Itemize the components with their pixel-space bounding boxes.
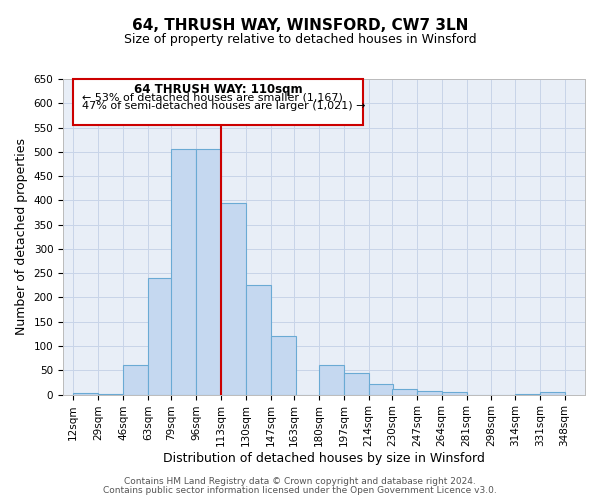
Bar bbox=[246, 286, 271, 395]
Bar bbox=[196, 150, 221, 394]
Bar bbox=[319, 366, 344, 394]
Bar bbox=[271, 336, 296, 394]
Text: Contains HM Land Registry data © Crown copyright and database right 2024.: Contains HM Land Registry data © Crown c… bbox=[124, 477, 476, 486]
Text: Size of property relative to detached houses in Winsford: Size of property relative to detached ho… bbox=[124, 32, 476, 46]
Bar bbox=[344, 372, 368, 394]
Bar bbox=[73, 79, 363, 125]
Y-axis label: Number of detached properties: Number of detached properties bbox=[15, 138, 28, 336]
Bar bbox=[221, 203, 246, 394]
Text: Contains public sector information licensed under the Open Government Licence v3: Contains public sector information licen… bbox=[103, 486, 497, 495]
Bar bbox=[442, 392, 467, 394]
Bar bbox=[123, 366, 148, 394]
X-axis label: Distribution of detached houses by size in Winsford: Distribution of detached houses by size … bbox=[163, 452, 485, 465]
Bar bbox=[392, 389, 417, 394]
Text: 64 THRUSH WAY: 110sqm: 64 THRUSH WAY: 110sqm bbox=[134, 83, 302, 96]
Bar bbox=[171, 150, 196, 394]
Bar bbox=[417, 390, 442, 394]
Text: ← 53% of detached houses are smaller (1,167): ← 53% of detached houses are smaller (1,… bbox=[82, 92, 343, 102]
Text: 64, THRUSH WAY, WINSFORD, CW7 3LN: 64, THRUSH WAY, WINSFORD, CW7 3LN bbox=[132, 18, 468, 32]
Bar bbox=[368, 384, 394, 394]
Bar bbox=[539, 392, 565, 394]
Text: 47% of semi-detached houses are larger (1,021) →: 47% of semi-detached houses are larger (… bbox=[82, 102, 365, 112]
Bar bbox=[73, 393, 98, 394]
Bar bbox=[148, 278, 173, 394]
